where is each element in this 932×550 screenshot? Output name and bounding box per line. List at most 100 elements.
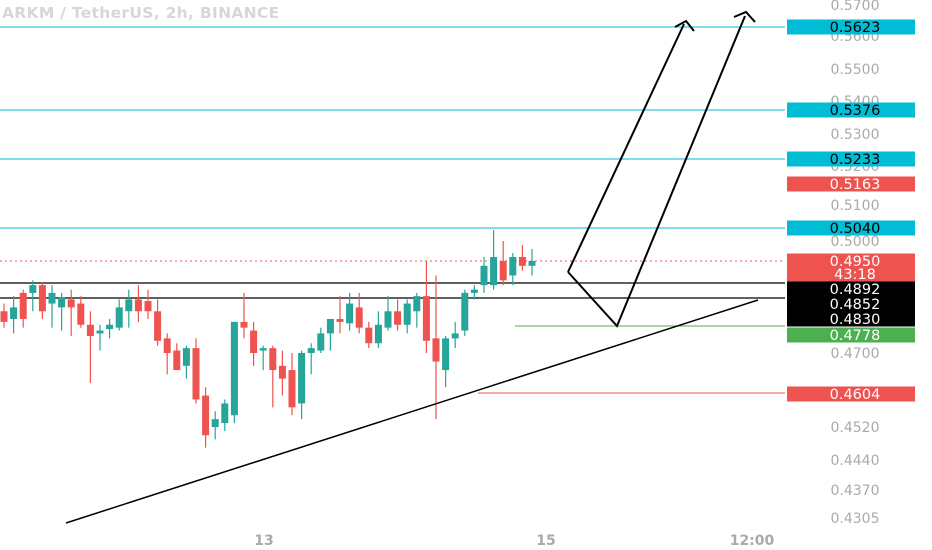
price-badge-label: 0.5376	[830, 103, 881, 119]
price-badge: 0.4950	[787, 253, 915, 270]
candle-body	[29, 285, 37, 293]
candle-body	[86, 324, 94, 336]
candle-body	[96, 330, 104, 334]
candle-body	[413, 296, 421, 312]
candle-body	[269, 348, 277, 371]
price-badge-bg	[787, 176, 915, 192]
candle-body	[432, 338, 440, 362]
candle-body	[442, 338, 450, 371]
price-badge: 0.4852	[787, 296, 915, 313]
price-badge-bg	[787, 311, 915, 327]
candle-body	[58, 297, 66, 308]
price-tick-label: 0.5700	[831, 0, 880, 14]
candle-body	[336, 319, 344, 322]
price-badge-label: 0.5623	[830, 20, 881, 36]
candle-body	[259, 348, 267, 351]
candle-body	[115, 307, 123, 328]
price-badge: 0.5623	[787, 19, 915, 36]
price-badge: 43:18	[787, 266, 915, 283]
candle-body	[173, 350, 181, 371]
price-badge-bg	[787, 220, 915, 236]
candle-body	[307, 348, 315, 353]
price-tick-label: 0.5500	[831, 62, 880, 78]
price-badge-bg	[787, 281, 915, 297]
price-tick-label: 0.4700	[831, 346, 880, 362]
candle-body	[278, 365, 286, 379]
candle-body	[230, 321, 238, 416]
price-badge-label: 0.4950	[830, 254, 881, 270]
price-tick-label: 0.5000	[831, 234, 880, 250]
candle-body	[144, 301, 152, 312]
candle-body	[317, 333, 325, 351]
candle-body	[19, 292, 27, 319]
candle-body	[163, 338, 171, 353]
price-badge-bg	[787, 19, 915, 35]
candle-body	[77, 303, 85, 325]
price-badge-label: 43:18	[834, 267, 876, 283]
price-badge-bg	[787, 327, 915, 343]
price-tick-label: 0.4305	[831, 511, 880, 527]
price-badge-bg	[787, 386, 915, 402]
projection-path	[567, 15, 746, 328]
arrow-head	[733, 10, 756, 23]
time-tick-label: 13	[254, 533, 273, 549]
price-badge: 0.5040	[787, 220, 915, 237]
candle-body	[221, 403, 229, 424]
candle-body	[125, 299, 133, 312]
candle-body	[67, 299, 75, 308]
price-badge: 0.5233	[787, 151, 915, 168]
candle-body	[38, 285, 46, 312]
price-badge-bg	[787, 151, 915, 167]
time-tick-label: 12:00	[730, 533, 775, 549]
candle-body	[451, 333, 459, 339]
price-tick-label: 0.4370	[831, 483, 880, 499]
candle-body	[374, 324, 382, 344]
price-badge-label: 0.5163	[830, 177, 881, 193]
candle-body	[518, 257, 526, 266]
candle-body	[240, 321, 248, 328]
candle-body	[106, 324, 114, 330]
price-tick-label: 0.5100	[831, 198, 880, 214]
price-badge-label: 0.5040	[830, 221, 881, 237]
candle-body	[394, 311, 402, 325]
price-badge: 0.5163	[787, 176, 915, 193]
price-badge-bg	[787, 253, 915, 269]
price-badge-label: 0.4830	[830, 312, 881, 328]
price-badge-label: 0.4852	[830, 297, 881, 313]
price-tick-label: 0.4440	[831, 453, 880, 469]
candle-body	[422, 296, 430, 341]
candle-body	[298, 353, 306, 404]
candle-body	[48, 292, 56, 304]
price-badge-bg	[787, 296, 915, 312]
candle-body	[10, 307, 18, 319]
candle-body	[461, 292, 469, 331]
price-badge: 0.4604	[787, 386, 915, 403]
candle-body	[490, 257, 498, 286]
candle-body	[326, 319, 334, 334]
time-tick-label: 15	[536, 533, 555, 549]
projection-path	[567, 23, 685, 273]
price-tick-label: 0.5300	[831, 127, 880, 143]
candle-body	[470, 289, 478, 293]
price-badge: 0.4778	[787, 327, 915, 344]
candle-body	[499, 261, 507, 281]
candle-body	[288, 370, 296, 408]
candle-body	[250, 330, 258, 353]
candle-body	[403, 303, 411, 325]
candle-body	[134, 299, 142, 312]
candle-body	[355, 307, 363, 328]
candle-body	[480, 265, 488, 286]
candle-body	[365, 327, 373, 344]
candle-body	[0, 311, 8, 322]
candle-body	[154, 311, 162, 341]
support-trendline	[65, 299, 759, 524]
price-badge: 0.4892	[787, 281, 915, 298]
candle-body	[384, 311, 392, 328]
candle-body	[346, 303, 354, 324]
chart-title: ARKM / TetherUS, 2h, BINANCE	[2, 4, 280, 22]
price-badge: 0.5376	[787, 102, 915, 119]
price-badge-label: 0.5233	[830, 152, 881, 168]
candle-body	[211, 419, 219, 427]
candle-body	[192, 348, 200, 400]
